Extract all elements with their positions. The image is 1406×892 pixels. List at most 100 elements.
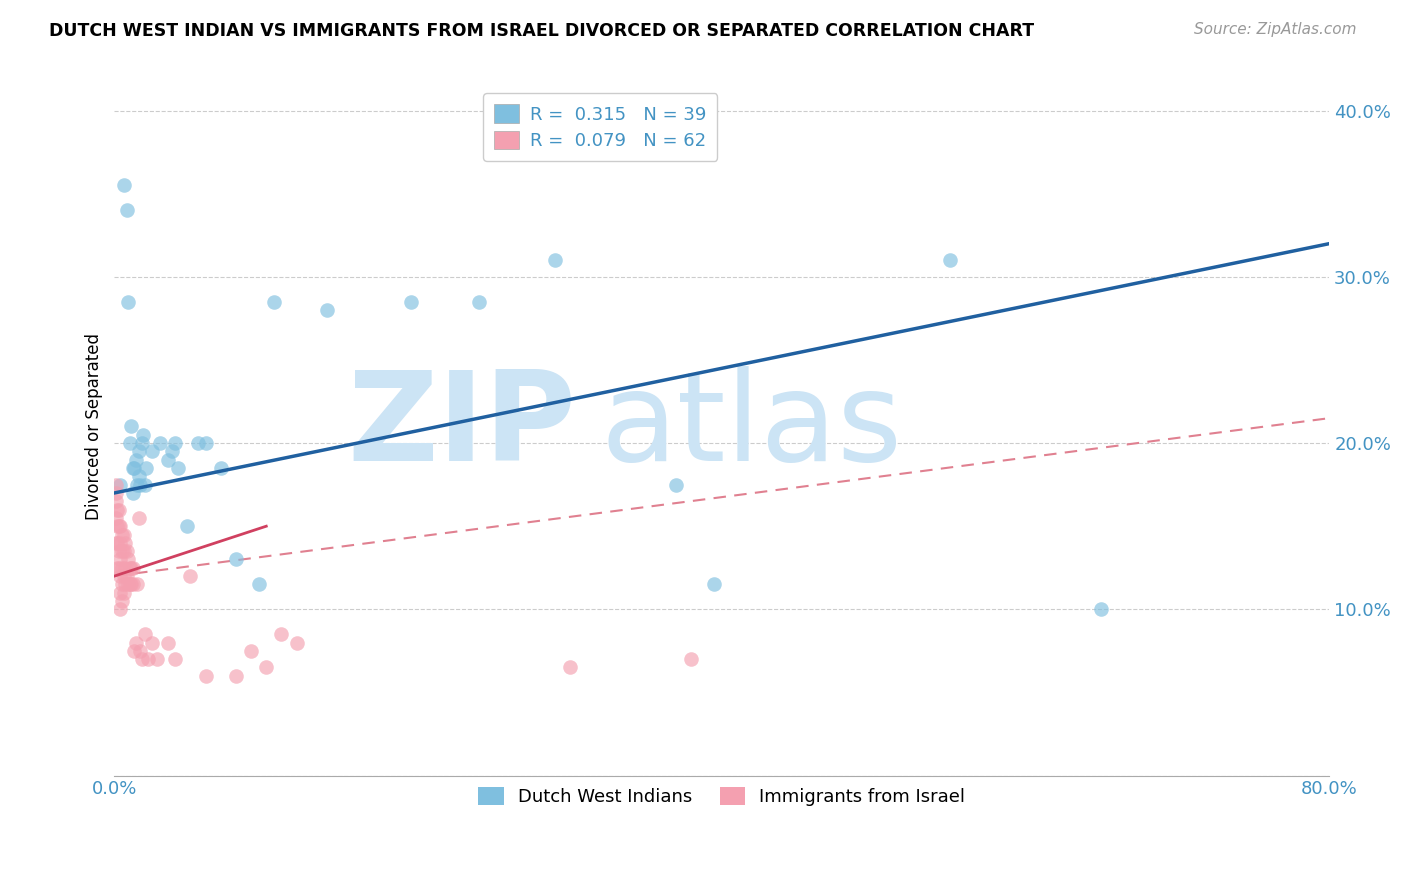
Point [134,627,156,641]
Point [225,669,247,683]
Point [114,560,136,574]
Point [115,203,138,218]
Point [117,552,139,566]
Point [225,552,247,566]
Point [107,519,129,533]
Point [176,519,198,533]
Point [665,477,688,491]
Point [135,461,157,475]
Point [681,652,703,666]
Point [122,461,145,475]
Point [114,536,136,550]
Point [134,477,156,491]
Point [112,178,135,193]
Text: atlas: atlas [600,366,903,487]
Point [110,477,132,491]
Point [128,469,150,483]
Point [112,585,135,599]
Legend: Dutch West Indians, Immigrants from Israel: Dutch West Indians, Immigrants from Isra… [470,778,974,815]
Point [128,444,150,458]
Point [129,477,152,491]
Point [127,477,149,491]
Point [111,544,134,558]
Point [110,585,132,599]
Point [118,436,141,450]
Point [263,294,285,309]
Point [112,544,135,558]
Point [110,569,132,583]
Point [121,577,143,591]
Point [112,569,135,583]
Point [187,436,209,450]
Point [558,660,581,674]
Point [160,444,183,458]
Point [179,569,201,583]
Point [146,652,169,666]
Point [254,660,277,674]
Point [112,527,135,541]
Point [115,569,138,583]
Point [149,436,172,450]
Point [165,436,187,450]
Point [122,644,145,658]
Point [110,519,132,533]
Point [117,577,139,591]
Point [121,486,143,500]
Point [124,452,146,467]
Point [120,577,142,591]
Point [270,627,292,641]
Text: ZIP: ZIP [347,366,576,487]
Point [316,303,339,318]
Point [108,519,131,533]
Point [131,652,153,666]
Point [111,577,134,591]
Point [111,594,134,608]
Point [111,527,134,541]
Point [107,536,129,550]
Point [247,577,270,591]
Point [127,577,149,591]
Point [285,635,308,649]
Text: DUTCH WEST INDIAN VS IMMIGRANTS FROM ISRAEL DIVORCED OR SEPARATED CORRELATION CH: DUTCH WEST INDIAN VS IMMIGRANTS FROM ISR… [49,22,1035,40]
Point [132,427,155,442]
Point [938,253,960,268]
Point [111,560,134,574]
Point [104,494,127,508]
Point [104,511,127,525]
Point [544,253,567,268]
Point [703,577,725,591]
Point [117,294,139,309]
Point [110,552,132,566]
Point [120,419,142,434]
Point [1090,602,1112,616]
Point [468,294,491,309]
Point [121,461,143,475]
Point [118,560,141,574]
Point [165,652,187,666]
Point [124,635,146,649]
Point [120,560,142,574]
Y-axis label: Divorced or Separated: Divorced or Separated [86,333,103,520]
Point [114,577,136,591]
Point [118,577,141,591]
Point [156,452,179,467]
Point [141,444,163,458]
Point [240,644,263,658]
Point [156,635,179,649]
Point [108,502,131,516]
Point [129,644,152,658]
Point [131,436,153,450]
Point [141,635,163,649]
Point [104,477,127,491]
Point [108,544,131,558]
Text: Source: ZipAtlas.com: Source: ZipAtlas.com [1194,22,1357,37]
Point [107,560,129,574]
Point [128,511,150,525]
Point [110,602,132,616]
Point [104,486,127,500]
Point [399,294,422,309]
Point [108,560,131,574]
Point [121,560,143,574]
Point [167,461,190,475]
Point [107,502,129,516]
